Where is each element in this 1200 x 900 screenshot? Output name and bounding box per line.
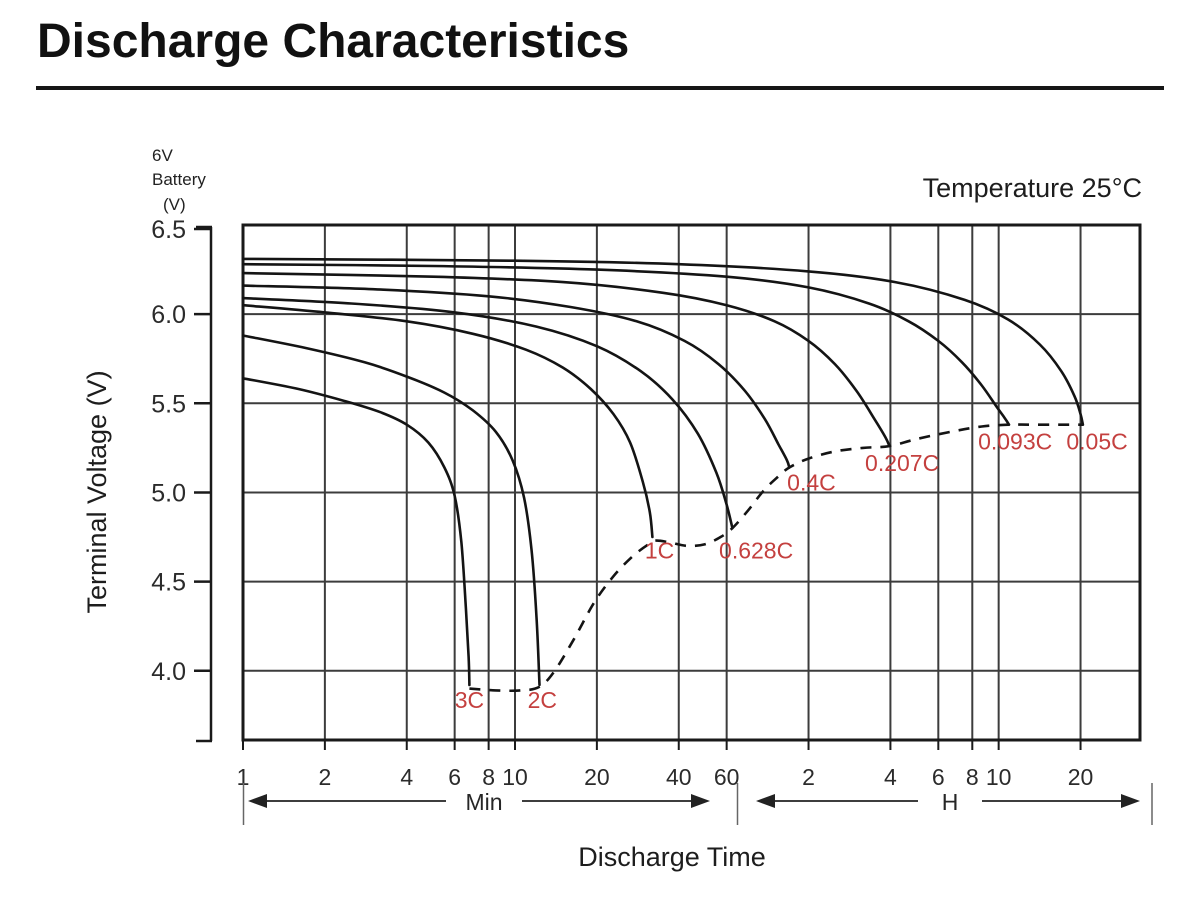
x-tick-label: 8 <box>482 764 495 790</box>
x-tick-label: 4 <box>884 764 897 790</box>
y-axis-layer: 6.5 6.0 5.5 5.0 4.5 4.0 <box>151 216 213 743</box>
page-title: Discharge Characteristics <box>37 15 630 68</box>
series-labels-layer: 3C 2C 1C 0.628C 0.4C 0.207C 0.093C 0.05C <box>455 429 1128 714</box>
curve-label-0.207C: 0.207C <box>865 450 939 476</box>
curve-label-0.05C: 0.05C <box>1066 429 1127 455</box>
curve-label-2C: 2C <box>528 687 557 713</box>
curve-label-3C: 3C <box>455 687 484 713</box>
x-tick-label: 6 <box>448 764 461 790</box>
curve-label-1C: 1C <box>645 537 674 563</box>
battery-type-label-line3: (V) <box>163 195 186 214</box>
x-tick-label: 60 <box>714 764 740 790</box>
x-tick-label: 10 <box>986 764 1012 790</box>
min-range-arrow-left-arrowhead <box>248 794 267 808</box>
x-tick-label: 6 <box>932 764 945 790</box>
y-tick-label: 5.5 <box>151 390 186 418</box>
curve-label-0.4C: 0.4C <box>787 470 836 496</box>
x-tick-label: 10 <box>502 764 528 790</box>
min-range-label: Min <box>465 789 502 815</box>
battery-type-label-line2: Battery <box>152 170 206 189</box>
min-range-arrow-right-arrowhead <box>691 794 710 808</box>
y-tick-label: 4.5 <box>151 569 186 597</box>
battery-type-label-line1: 6V <box>152 146 173 165</box>
x-axis-layer: 1 2 4 6 8 10 20 40 60 2 4 6 8 10 20 <box>237 741 1094 790</box>
cutoff-locus-layer <box>469 423 1083 693</box>
y-tick-label: 6.0 <box>151 301 186 329</box>
x-tick-label: 20 <box>1068 764 1094 790</box>
curve-label-0.628C: 0.628C <box>719 537 793 563</box>
grid-layer <box>243 225 1140 740</box>
discharge-curve-2C <box>241 334 541 687</box>
title-underline <box>36 86 1164 90</box>
x-tick-label: 2 <box>318 764 331 790</box>
discharge-curve-0.628C <box>241 296 734 530</box>
x-tick-label: 8 <box>966 764 979 790</box>
cutoff-voltage-locus <box>469 423 1083 693</box>
hour-range-arrow-right-arrowhead <box>1121 794 1140 808</box>
discharge-curve-0.207C <box>241 271 891 448</box>
discharge-curve-3C <box>241 377 471 687</box>
curve-label-0.093C: 0.093C <box>978 429 1052 455</box>
x-tick-label: 40 <box>666 764 692 790</box>
y-axis-title: Terminal Voltage (V) <box>82 370 112 613</box>
plot-frame-layer <box>241 223 1142 742</box>
discharge-curve-1C <box>241 303 654 539</box>
discharge-curve-0.4C <box>241 284 791 469</box>
annotations-layer <box>242 783 1153 825</box>
x-tick-label: 4 <box>400 764 413 790</box>
hour-range-arrow-left-arrowhead <box>756 794 775 808</box>
discharge-curve-0.05C <box>241 257 1085 426</box>
plot-border <box>241 223 1142 742</box>
y-tick-label: 5.0 <box>151 479 186 507</box>
temperature-label: Temperature 25°C <box>923 173 1142 203</box>
curves-layer <box>241 257 1085 687</box>
y-tick-label: 4.0 <box>151 658 186 686</box>
x-axis-title: Discharge Time <box>578 842 766 872</box>
x-tick-label: 1 <box>237 764 250 790</box>
hour-range-label: H <box>942 789 959 815</box>
x-tick-label: 20 <box>584 764 610 790</box>
y-tick-label: 6.5 <box>151 216 186 244</box>
x-tick-label: 2 <box>802 764 815 790</box>
discharge-curve-0.093C <box>241 262 1011 426</box>
